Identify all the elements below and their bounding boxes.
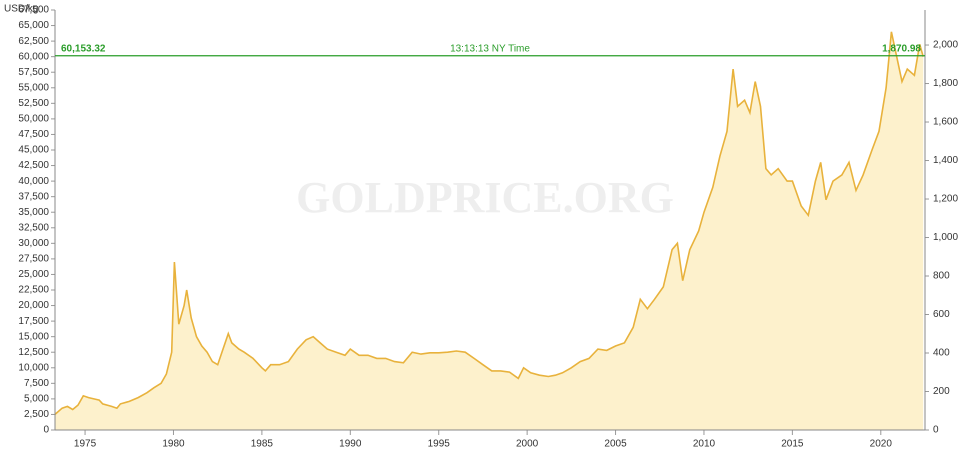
y-tick-label: 20,000 xyxy=(18,300,49,311)
y-tick-label: 7,500 xyxy=(24,378,49,389)
current-kg-label: 60,153.32 xyxy=(61,43,106,54)
x-tick-label: 1995 xyxy=(428,439,451,450)
y-tick-label: 25,000 xyxy=(18,269,49,280)
y-tick-label: 27,500 xyxy=(18,254,49,265)
x-tick-label: 1985 xyxy=(251,439,274,450)
x-tick-label: 1990 xyxy=(339,439,362,450)
x-tick-label: 2005 xyxy=(604,439,627,450)
y2-tick-label: 200 xyxy=(933,386,950,397)
y-tick-label: 62,500 xyxy=(18,36,49,47)
y2-tick-label: 1,800 xyxy=(933,78,958,89)
y2-tick-label: 1,400 xyxy=(933,155,958,166)
x-tick-label: 2020 xyxy=(870,439,893,450)
x-tick-label: 2015 xyxy=(781,439,804,450)
y2-tick-label: 1,200 xyxy=(933,194,958,205)
y-tick-label: 30,000 xyxy=(18,238,49,249)
y-tick-label: 42,500 xyxy=(18,160,49,171)
y-tick-label: 12,500 xyxy=(18,347,49,358)
price-line xyxy=(54,31,924,416)
y2-tick-label: 1,000 xyxy=(933,232,958,243)
x-tick-label: 2000 xyxy=(516,439,539,450)
y-tick-label: 5,000 xyxy=(24,394,49,405)
y2-tick-label: 800 xyxy=(933,271,950,282)
y-tick-label: 35,000 xyxy=(18,207,49,218)
y-tick-label: 67,500 xyxy=(18,5,49,16)
y2-tick-label: 600 xyxy=(933,309,950,320)
y2-tick-label: 400 xyxy=(933,348,950,359)
y-tick-label: 50,000 xyxy=(18,114,49,125)
y-tick-label: 32,500 xyxy=(18,222,49,233)
y-tick-label: 52,500 xyxy=(18,98,49,109)
time-label: 13:13:13 NY Time xyxy=(450,43,530,54)
y-tick-label: 37,500 xyxy=(18,191,49,202)
area xyxy=(55,31,924,431)
y-tick-label: 22,500 xyxy=(18,285,49,296)
y2-tick-label: 2,000 xyxy=(933,40,958,51)
y-tick-label: 45,000 xyxy=(18,145,49,156)
y-axis-label: USD/kg xyxy=(4,4,38,15)
y-tick-label: 15,000 xyxy=(18,331,49,342)
y-tick-label: 65,000 xyxy=(18,20,49,31)
y-tick-label: 0 xyxy=(43,425,49,436)
y2-tick-label: 1,600 xyxy=(933,117,958,128)
y-tick-label: 17,500 xyxy=(18,316,49,327)
x-tick-label: 1975 xyxy=(74,439,97,450)
y-tick-label: 10,000 xyxy=(18,362,49,373)
y-tick-label: 40,000 xyxy=(18,176,49,187)
y-tick-label: 2,500 xyxy=(24,409,49,420)
x-tick-label: 2010 xyxy=(693,439,716,450)
y-tick-label: 57,500 xyxy=(18,67,49,78)
y-tick-label: 60,000 xyxy=(18,51,49,62)
watermark: GOLDPRICE.ORG xyxy=(296,173,674,222)
current-oz-label: 1,870.98 xyxy=(882,43,921,54)
x-tick-label: 1980 xyxy=(162,439,185,450)
y-tick-label: 47,500 xyxy=(18,129,49,140)
y-tick-label: 55,000 xyxy=(18,82,49,93)
y2-tick-label: 0 xyxy=(933,425,939,436)
